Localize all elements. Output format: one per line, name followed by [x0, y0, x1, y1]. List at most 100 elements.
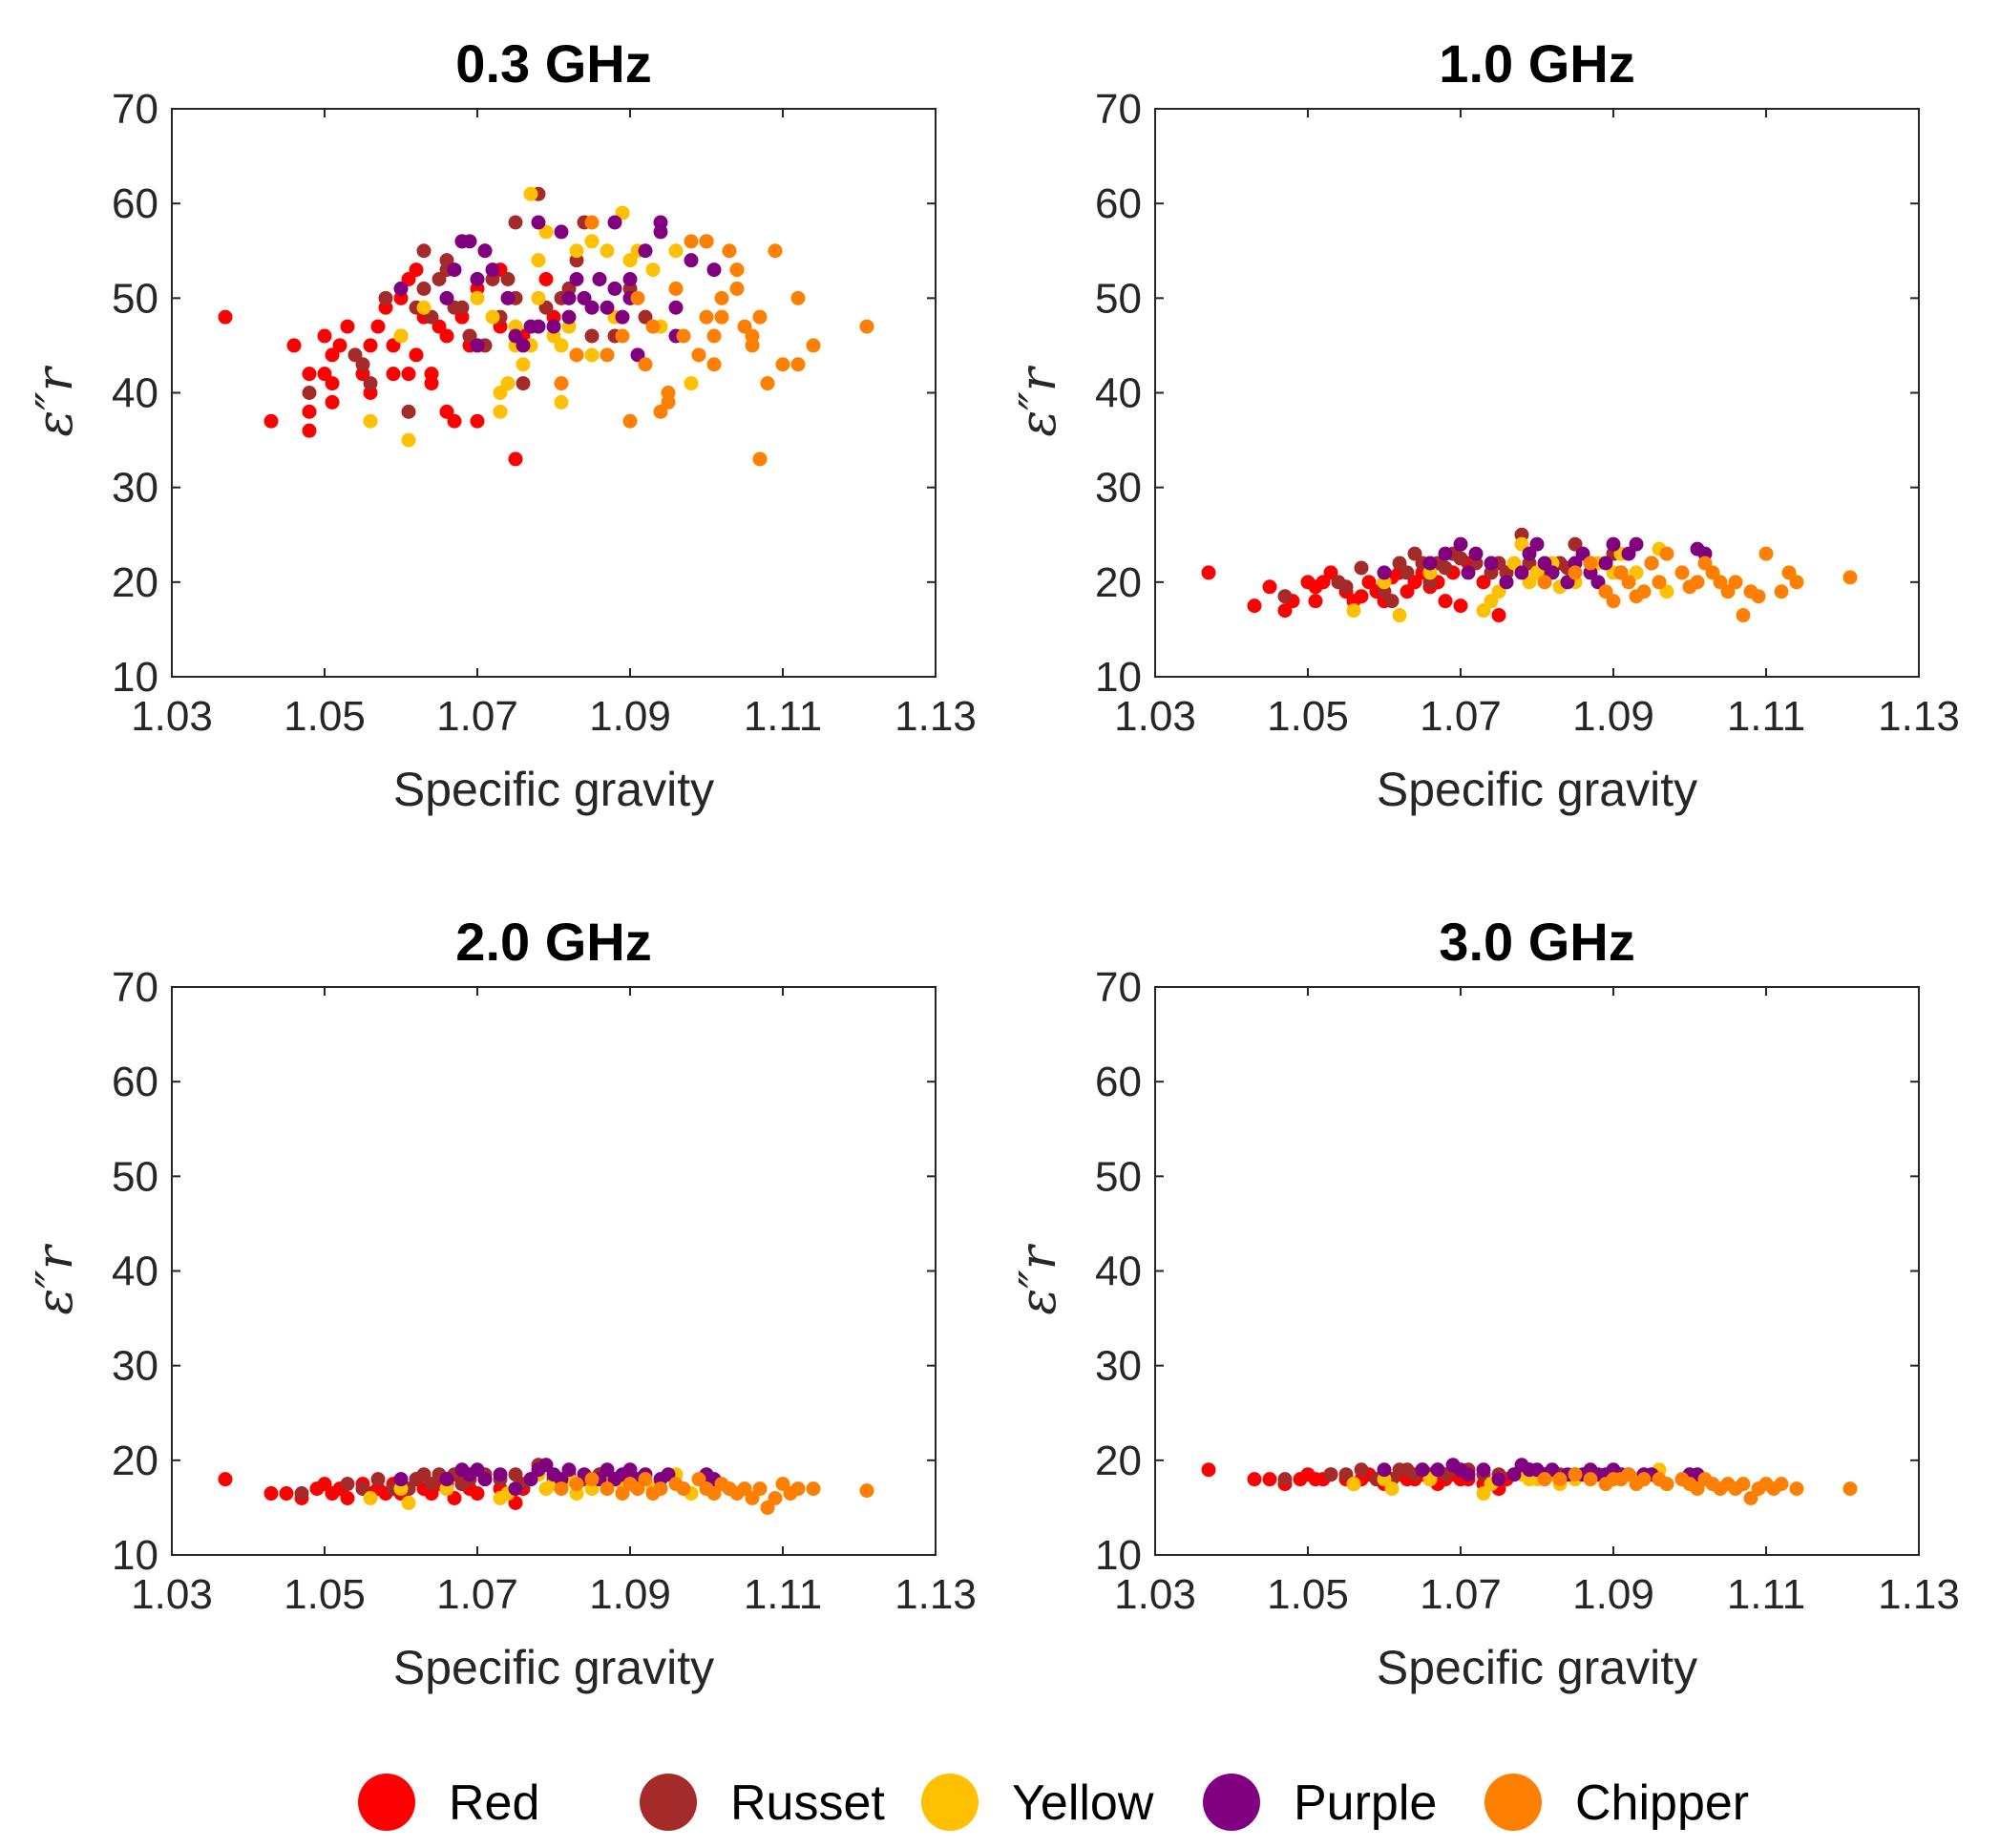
- data-point: [393, 281, 409, 296]
- data-point: [554, 338, 569, 353]
- data-point: [806, 1481, 821, 1497]
- data-point: [1674, 565, 1690, 580]
- data-point: [1583, 556, 1598, 571]
- x-tick-label: 1.03: [131, 1571, 213, 1618]
- data-point: [416, 300, 432, 315]
- data-point: [561, 290, 577, 305]
- data-point: [325, 394, 340, 410]
- x-tick-label: 1.13: [1878, 1571, 1960, 1618]
- data-point: [722, 243, 737, 259]
- data-point: [1247, 598, 1262, 614]
- data-point: [477, 243, 493, 259]
- data-point: [470, 1486, 485, 1502]
- legend-label: Yellow: [1012, 1775, 1154, 1831]
- data-point: [416, 281, 432, 296]
- data-point: [1606, 536, 1621, 552]
- y-tick-label: 30: [112, 465, 158, 512]
- subplot-3: 2.0 GHz 1.03 1.05 1.07 1.09 1.11 1.13 10 20 30 40 5…: [27, 912, 977, 1694]
- data-point: [1758, 546, 1774, 561]
- legend-label: Chipper: [1575, 1775, 1749, 1831]
- data-point: [493, 404, 508, 419]
- data-point: [1400, 565, 1415, 580]
- y-tick-label: 40: [1095, 370, 1142, 417]
- data-point: [218, 309, 233, 325]
- data-point: [676, 328, 691, 344]
- data-point: [1606, 594, 1621, 609]
- y-tick-label: 20: [112, 1438, 158, 1484]
- data-point: [691, 347, 706, 363]
- data-point: [1774, 1477, 1789, 1492]
- y-tick-label: 40: [112, 370, 158, 417]
- data-point: [561, 309, 577, 325]
- data-point: [1537, 1472, 1552, 1487]
- data-point: [645, 262, 661, 278]
- data-point: [416, 243, 432, 259]
- data-point: [714, 309, 729, 325]
- data-point: [768, 243, 783, 259]
- data-point: [1789, 575, 1804, 590]
- x-tick-label: 1.13: [895, 693, 977, 740]
- data-point: [424, 367, 439, 382]
- data-point: [630, 290, 645, 305]
- subplot-title: 3.0 GHz: [1439, 912, 1634, 972]
- data-point: [554, 376, 569, 391]
- data-point: [470, 290, 485, 305]
- data-point: [363, 376, 378, 391]
- data-point: [386, 367, 401, 382]
- y-tick-label: 20: [1095, 559, 1142, 606]
- data-point: [745, 328, 760, 344]
- x-tick-label: 1.07: [1420, 693, 1502, 740]
- x-tick-label: 1.11: [744, 1571, 822, 1618]
- data-point: [569, 243, 584, 259]
- y-axis-label: ε″r: [1010, 1243, 1067, 1314]
- data-point: [684, 376, 699, 391]
- data-point: [1346, 1477, 1361, 1492]
- data-point: [714, 290, 729, 305]
- y-tick-label: 30: [1095, 465, 1142, 512]
- data-point: [1384, 594, 1400, 609]
- x-tick-label: 1.09: [589, 1571, 671, 1618]
- data-point: [684, 234, 699, 249]
- data-point: [561, 1462, 577, 1478]
- x-axis-label: Specific gravity: [1377, 1641, 1697, 1694]
- data-point: [531, 215, 546, 230]
- y-tick-label: 70: [1095, 86, 1142, 133]
- y-axis-label: ε″r: [1010, 365, 1067, 436]
- data-point: [447, 262, 462, 278]
- data-point: [653, 1481, 668, 1497]
- legend-label: Russet: [730, 1775, 885, 1831]
- data-point: [1568, 1467, 1583, 1482]
- y-tick-label: 50: [1095, 1153, 1142, 1200]
- data-point: [393, 328, 409, 344]
- data-point: [1262, 1472, 1277, 1487]
- data-point: [1277, 589, 1293, 604]
- legend-marker: [1203, 1774, 1260, 1831]
- data-point: [1514, 565, 1529, 580]
- data-point: [1537, 575, 1552, 590]
- data-point: [584, 300, 600, 315]
- data-point: [516, 376, 531, 391]
- data-point: [302, 367, 317, 382]
- legend-item-chipper: Chipper: [1484, 1774, 1749, 1831]
- legend-item-russet: Russet: [640, 1774, 885, 1831]
- data-point: [1384, 1481, 1400, 1497]
- data-point: [684, 253, 699, 268]
- data-point: [1354, 1462, 1369, 1478]
- data-point: [447, 413, 462, 429]
- y-tick-label: 20: [1095, 1438, 1142, 1484]
- data-point: [1308, 594, 1323, 609]
- y-tick-label: 70: [112, 86, 158, 133]
- data-point: [1422, 556, 1438, 571]
- data-point: [1346, 603, 1361, 619]
- x-tick-label: 1.07: [1420, 1571, 1502, 1618]
- data-point: [409, 262, 424, 278]
- data-point: [531, 253, 546, 268]
- x-tick-label: 1.11: [1727, 693, 1805, 740]
- data-point: [1484, 556, 1499, 571]
- subplot-title: 0.3 GHz: [455, 33, 651, 94]
- data-point: [638, 357, 653, 372]
- data-point: [1491, 608, 1506, 623]
- data-point: [508, 1481, 523, 1497]
- data-point: [370, 1472, 386, 1487]
- data-point: [477, 1472, 493, 1487]
